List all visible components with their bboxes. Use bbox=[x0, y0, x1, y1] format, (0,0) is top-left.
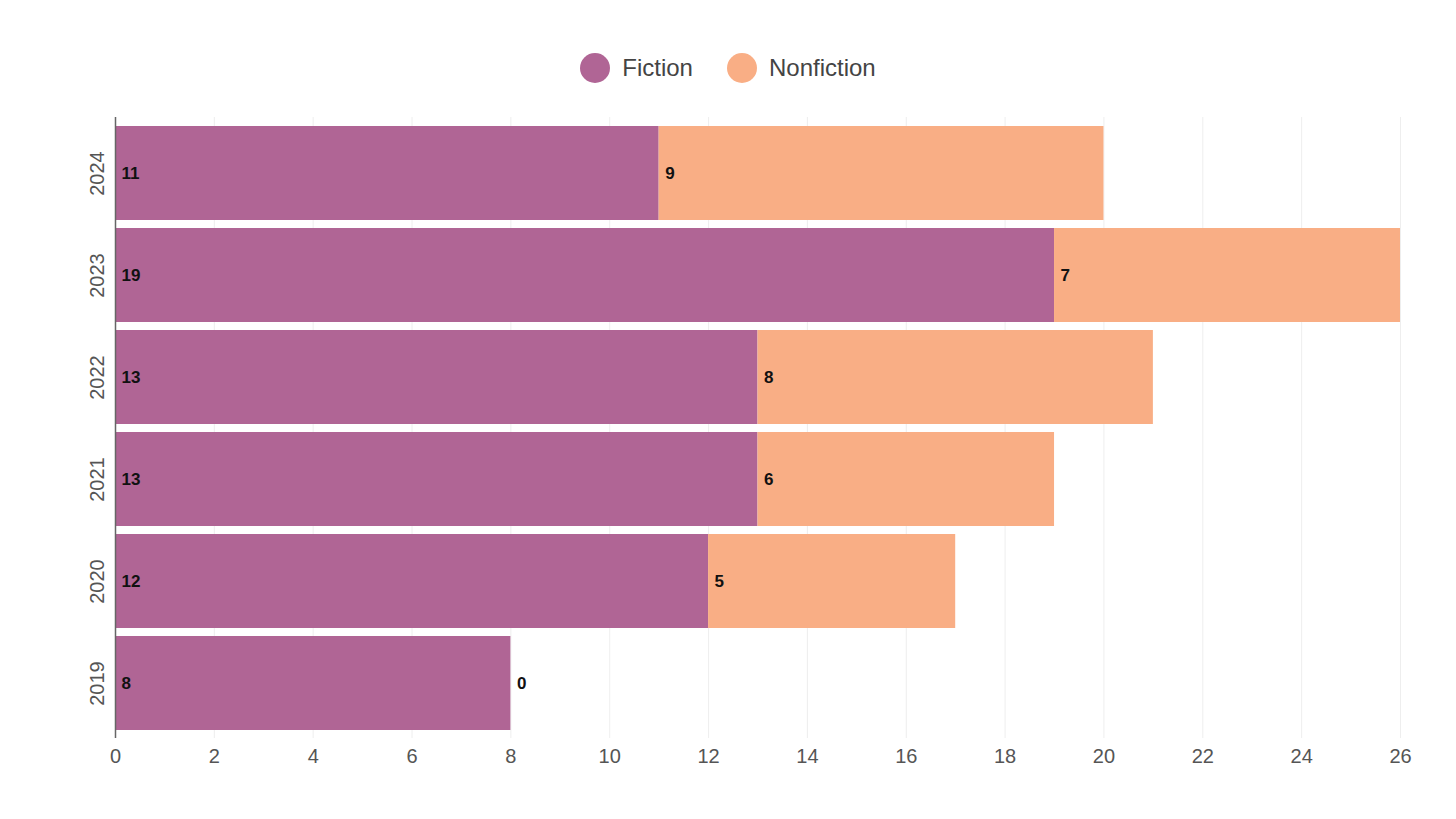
svg-text:6: 6 bbox=[406, 745, 417, 767]
svg-text:5: 5 bbox=[715, 572, 724, 591]
svg-text:11: 11 bbox=[122, 164, 140, 183]
svg-text:10: 10 bbox=[599, 745, 621, 767]
svg-text:22: 22 bbox=[1192, 745, 1214, 767]
svg-text:24: 24 bbox=[1291, 745, 1313, 767]
svg-text:9: 9 bbox=[665, 164, 674, 183]
svg-text:2022: 2022 bbox=[86, 355, 108, 400]
svg-text:2020: 2020 bbox=[86, 559, 108, 604]
svg-text:20: 20 bbox=[1093, 745, 1115, 767]
svg-text:13: 13 bbox=[122, 368, 141, 387]
svg-text:16: 16 bbox=[895, 745, 917, 767]
svg-text:2019: 2019 bbox=[86, 661, 108, 706]
html-text:Nonfiction: Nonfiction bbox=[769, 54, 876, 81]
svg-text:19: 19 bbox=[122, 266, 141, 285]
svg-text:14: 14 bbox=[796, 745, 818, 767]
svg-text:2024: 2024 bbox=[86, 151, 108, 196]
svg-text:6: 6 bbox=[764, 470, 773, 489]
svg-text:8: 8 bbox=[122, 674, 131, 693]
svg-text:8: 8 bbox=[764, 368, 773, 387]
svg-text:8: 8 bbox=[505, 745, 516, 767]
svg-text:18: 18 bbox=[994, 745, 1016, 767]
svg-text:2: 2 bbox=[209, 745, 220, 767]
svg-text:26: 26 bbox=[1389, 745, 1411, 767]
svg-text:4: 4 bbox=[308, 745, 319, 767]
svg-text:13: 13 bbox=[122, 470, 141, 489]
svg-text:2023: 2023 bbox=[86, 253, 108, 298]
svg-text:0: 0 bbox=[517, 674, 526, 693]
html-text:Fiction: Fiction bbox=[622, 54, 693, 81]
svg-text:0: 0 bbox=[110, 745, 121, 767]
svg-text:7: 7 bbox=[1061, 266, 1070, 285]
svg-text:12: 12 bbox=[122, 572, 141, 591]
svg-text:2021: 2021 bbox=[86, 457, 108, 502]
svg-text:12: 12 bbox=[697, 745, 719, 767]
